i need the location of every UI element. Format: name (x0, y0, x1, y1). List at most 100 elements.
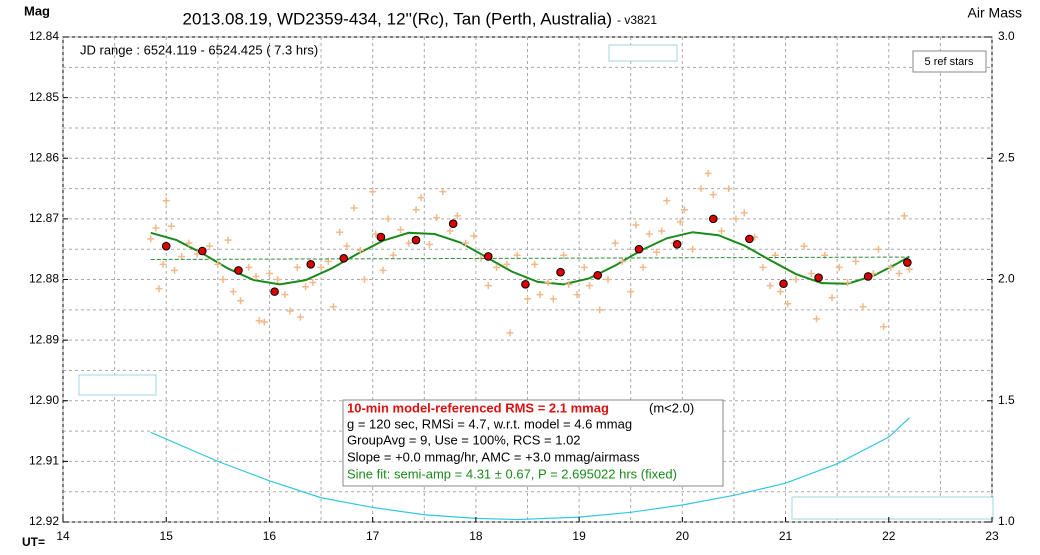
raw-point (503, 260, 511, 268)
empty-box (608, 44, 678, 62)
raw-point (759, 263, 767, 271)
raw-point (663, 197, 671, 205)
y-tick-label: 12.85 (29, 90, 59, 104)
marks (147, 169, 913, 521)
raw-point (260, 318, 268, 326)
avg-point (376, 232, 386, 242)
avg-point (234, 266, 243, 275)
avg-point (745, 234, 754, 244)
x-tick-label: 23 (985, 529, 999, 543)
raw-point (585, 282, 593, 290)
raw-point (573, 291, 581, 299)
y-tick-label: 12.89 (29, 332, 59, 346)
y2-tick-label: 3.0 (998, 29, 1015, 43)
y2-tick-label: 2.5 (998, 150, 1015, 164)
avg-point (556, 267, 565, 277)
raw-point (506, 329, 514, 337)
raw-point (718, 227, 726, 235)
raw-point (147, 235, 155, 243)
avg-point (709, 214, 718, 224)
raw-point (740, 209, 748, 217)
raw-point (281, 291, 289, 299)
avg-point (521, 280, 530, 289)
raw-point (462, 239, 470, 247)
avg-point (863, 272, 873, 281)
raw-point (632, 221, 640, 229)
raw-point (835, 263, 843, 271)
curve (150, 417, 910, 521)
info-line: g = 120 sec, RMSi = 4.7, w.r.t. model = … (347, 416, 632, 431)
raw-point (843, 279, 851, 287)
y2-tick-label: 1.0 (998, 514, 1015, 528)
raw-point (596, 306, 604, 314)
avg-point (339, 253, 349, 263)
raw-point (549, 295, 557, 303)
raw-point (544, 279, 552, 287)
raw-point (219, 276, 227, 283)
raw-point (704, 169, 712, 177)
y-tick-label: 12.92 (29, 514, 59, 528)
x-tick-label: 16 (263, 529, 277, 543)
raw-point (536, 291, 544, 299)
avg-point (634, 244, 644, 254)
raw-point (152, 224, 160, 232)
y-tick-label: 12.84 (29, 29, 59, 43)
raw-point (274, 276, 282, 283)
raw-point (185, 239, 193, 247)
raw-point (689, 245, 697, 253)
raw-point (653, 248, 661, 256)
y2-tick-label: 1.5 (998, 393, 1015, 407)
y-tick-label: 12.87 (29, 211, 59, 225)
x-tick-label: 17 (366, 529, 380, 543)
x-tick-label: 18 (469, 529, 483, 543)
avg-point (198, 246, 207, 256)
avg-point (161, 241, 171, 251)
raw-point (697, 185, 705, 193)
raw-point (513, 251, 521, 259)
raw-point (412, 206, 420, 214)
y-tick-label: 12.90 (29, 393, 59, 407)
avg-point (672, 240, 682, 249)
baseline (150, 256, 910, 260)
raw-point (369, 188, 377, 196)
raw-point (170, 266, 178, 274)
raw-point (229, 288, 237, 296)
raw-point (627, 288, 635, 296)
raw-point (895, 269, 903, 277)
raw-point (766, 282, 774, 290)
jd-range: JD range : 6524.119 - 6524.425 ( 7.3 hrs… (80, 42, 318, 57)
raw-point (237, 297, 245, 305)
raw-point (645, 230, 653, 238)
x-tick-label: 15 (160, 529, 174, 543)
raw-point (343, 242, 351, 250)
raw-point (296, 313, 304, 321)
raw-point (446, 227, 454, 235)
raw-point (155, 285, 163, 293)
raw-point (417, 194, 425, 202)
raw-point (329, 303, 337, 311)
avg-point (903, 258, 912, 267)
raw-point (859, 303, 867, 311)
raw-point (560, 251, 568, 259)
raw-point (900, 212, 908, 220)
avg-point (483, 252, 493, 261)
raw-point (709, 191, 717, 199)
empty-box (791, 496, 994, 520)
raw-point (379, 266, 387, 274)
avg-point (448, 219, 458, 229)
raw-point (813, 315, 821, 323)
raw-point (389, 251, 397, 259)
x-tick-label: 21 (779, 529, 793, 543)
raw-point (732, 215, 740, 223)
raw-point (725, 185, 733, 193)
raw-point (493, 263, 501, 271)
y-tick-label: 12.86 (29, 150, 59, 164)
info-line: Slope = +0.0 mmag/hr, AMC = +3.0 mmag/ai… (347, 449, 640, 464)
raw-point (874, 245, 882, 253)
raw-point (887, 263, 895, 271)
raw-point (807, 269, 815, 277)
raw-point (255, 317, 263, 325)
raw-point (252, 272, 260, 280)
raw-point (224, 236, 232, 244)
